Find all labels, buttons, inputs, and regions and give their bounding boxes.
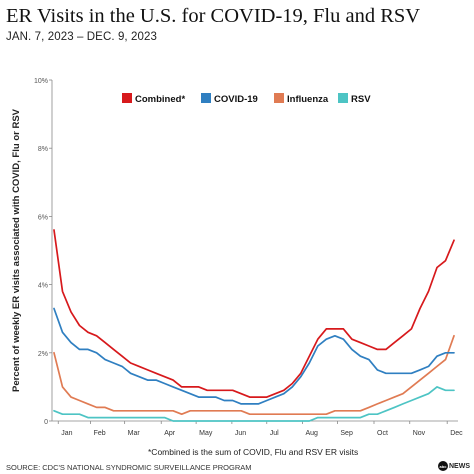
- y-tick-label: 8%: [38, 146, 48, 153]
- x-tick-label: Dec: [450, 430, 463, 437]
- y-axis-title: Percent of weekly ER visits associated w…: [11, 108, 22, 392]
- x-tick-label: Nov: [413, 430, 426, 437]
- series-line: [53, 229, 455, 398]
- y-tick-label: 2%: [38, 351, 48, 358]
- chart-subtitle: JAN. 7, 2023 – DEC. 9, 2023: [6, 31, 158, 43]
- x-tick-label: Sep: [340, 430, 353, 437]
- x-tick-label: Jun: [235, 430, 246, 437]
- x-tick-label: Oct: [377, 430, 388, 437]
- y-tick-label: 4%: [38, 283, 48, 290]
- abc-logo-text: NEWS: [449, 462, 470, 470]
- y-tick-label: 0: [44, 419, 48, 426]
- series-line: [53, 307, 455, 405]
- legend-swatch: [201, 93, 211, 103]
- x-tick-label: Jul: [270, 430, 279, 437]
- x-tick-label: Feb: [94, 430, 106, 437]
- x-tick-label: Mar: [128, 430, 141, 437]
- legend-label: Influenza: [287, 94, 329, 105]
- legend-swatch: [274, 93, 284, 103]
- x-tick-label: Aug: [306, 430, 319, 437]
- x-tick-label: Jan: [61, 430, 72, 437]
- legend-label: RSV: [351, 94, 371, 105]
- chart-title: ER Visits in the U.S. for COVID-19, Flu …: [6, 5, 421, 27]
- chart-footnote: *Combined is the sum of COVID, Flu and R…: [148, 447, 359, 457]
- legend-swatch: [338, 93, 348, 103]
- series-line: [53, 334, 455, 416]
- legend-label: COVID-19: [214, 94, 258, 105]
- legend-label: Combined*: [135, 94, 185, 105]
- x-tick-label: May: [199, 430, 213, 437]
- y-tick-label: 6%: [38, 214, 48, 221]
- x-tick-label: Apr: [164, 430, 176, 437]
- abc-news-logo: abc NEWS: [438, 461, 470, 471]
- y-tick-label: 10%: [34, 78, 48, 85]
- source-note: SOURCE: CDC'S NATIONAL SYNDROMIC SURVEIL…: [6, 463, 252, 472]
- series-line: [53, 386, 455, 422]
- abc-logo-mark: abc: [438, 461, 448, 471]
- legend-swatch: [122, 93, 132, 103]
